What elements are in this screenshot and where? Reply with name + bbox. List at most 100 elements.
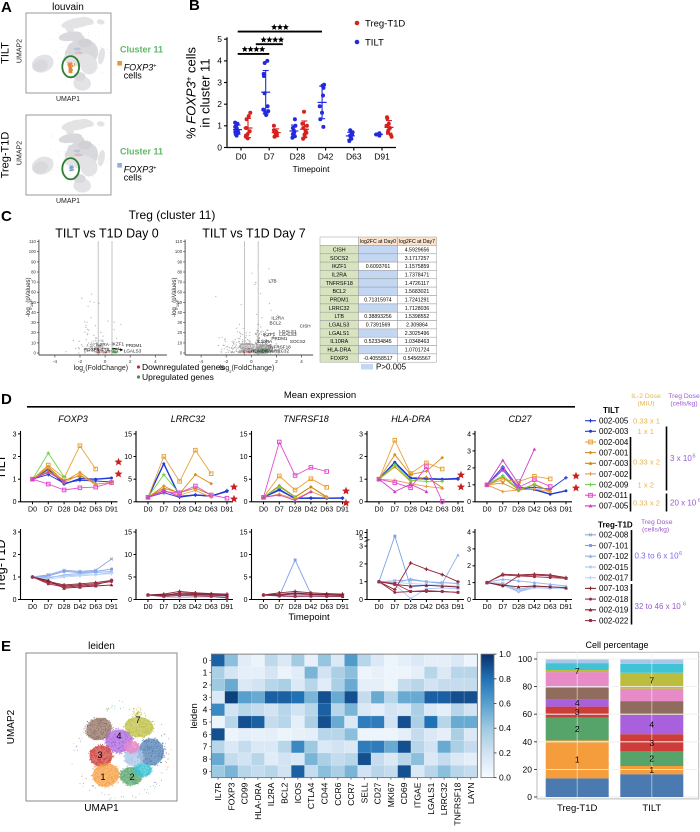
svg-text:ITGAE: ITGAE xyxy=(413,782,423,808)
svg-text:10: 10 xyxy=(177,340,182,345)
svg-text:2: 2 xyxy=(13,454,17,461)
svg-text:CD27: CD27 xyxy=(373,782,383,804)
svg-text:D28: D28 xyxy=(289,506,302,513)
svg-text:HLA-DRA: HLA-DRA xyxy=(251,349,272,354)
svg-text:CISH: CISH xyxy=(300,323,311,328)
svg-text:UMAP2: UMAP2 xyxy=(6,709,17,744)
svg-text:D91: D91 xyxy=(105,506,118,513)
svg-text:Timepoint: Timepoint xyxy=(292,164,330,174)
svg-text:60: 60 xyxy=(31,290,36,295)
svg-text:CTLA4: CTLA4 xyxy=(306,782,316,809)
svg-text:CD99: CD99 xyxy=(240,782,250,804)
svg-text:BCL2: BCL2 xyxy=(280,782,290,804)
svg-text:D28: D28 xyxy=(289,604,302,611)
svg-text:2.309864: 2.309864 xyxy=(406,323,428,329)
svg-text:-2: -2 xyxy=(224,359,229,365)
svg-text:0.0: 0.0 xyxy=(499,773,511,783)
svg-text:D7: D7 xyxy=(390,604,399,611)
svg-text:D7: D7 xyxy=(390,506,399,513)
svg-text:D42: D42 xyxy=(420,506,433,513)
svg-text:UMAP1: UMAP1 xyxy=(56,198,80,205)
svg-text:0.54565567: 0.54565567 xyxy=(403,356,431,362)
svg-text:LGALS1: LGALS1 xyxy=(279,329,297,334)
svg-text:3: 3 xyxy=(467,546,471,553)
svg-text:0.71315974: 0.71315974 xyxy=(364,298,392,304)
svg-text:007-001: 007-001 xyxy=(599,448,629,457)
svg-text:1: 1 xyxy=(575,754,580,764)
svg-text:Treg Dose: Treg Dose xyxy=(668,393,700,400)
svg-text:Timepoint: Timepoint xyxy=(288,612,330,623)
svg-text:4: 4 xyxy=(116,731,121,741)
svg-text:4: 4 xyxy=(203,705,208,715)
svg-text:D0: D0 xyxy=(375,506,384,513)
svg-text:2: 2 xyxy=(13,552,17,559)
svg-text:D0: D0 xyxy=(483,604,492,611)
svg-text:D28: D28 xyxy=(512,506,525,513)
svg-text:3: 3 xyxy=(467,448,471,455)
svg-text:CCR7: CCR7 xyxy=(346,782,356,805)
svg-text:1: 1 xyxy=(100,772,105,782)
svg-text:LRRC32: LRRC32 xyxy=(171,414,206,424)
svg-text:leiden: leiden xyxy=(88,641,115,652)
svg-text:D0: D0 xyxy=(28,506,37,513)
svg-text:Treg-T1D: Treg-T1D xyxy=(365,19,405,30)
svg-text:4: 4 xyxy=(154,359,157,365)
svg-text:15: 15 xyxy=(240,529,248,536)
svg-text:1.0701724: 1.0701724 xyxy=(405,348,430,354)
svg-text:CD44: CD44 xyxy=(319,782,329,804)
svg-text:2: 2 xyxy=(575,724,580,734)
svg-text:Treg (cluster 11): Treg (cluster 11) xyxy=(129,208,216,222)
svg-text:0: 0 xyxy=(13,499,17,506)
svg-text:D91: D91 xyxy=(452,506,465,513)
svg-text:0.6093761: 0.6093761 xyxy=(366,264,391,270)
svg-text:10: 10 xyxy=(240,552,248,559)
svg-text:D42: D42 xyxy=(189,604,202,611)
svg-text:1.7241291: 1.7241291 xyxy=(405,298,430,304)
svg-text:0: 0 xyxy=(359,499,363,506)
svg-text:1 x 2: 1 x 2 xyxy=(638,481,654,490)
svg-text:PRDM1: PRDM1 xyxy=(271,336,288,341)
svg-text:D7: D7 xyxy=(275,506,284,513)
svg-text:1: 1 xyxy=(13,477,17,484)
svg-text:TNFRSF18: TNFRSF18 xyxy=(268,345,292,350)
svg-text:0.4: 0.4 xyxy=(499,723,511,733)
svg-text:IL-2 Dose: IL-2 Dose xyxy=(631,393,661,400)
svg-text:32 to 46 x 10: 32 to 46 x 10 xyxy=(635,602,682,611)
svg-text:0: 0 xyxy=(128,597,132,604)
svg-text:Cell percentage: Cell percentage xyxy=(585,640,648,650)
svg-text:1: 1 xyxy=(359,579,363,586)
svg-text:007-002: 007-002 xyxy=(599,470,629,479)
svg-text:D91: D91 xyxy=(336,604,349,611)
svg-text:2.3025496: 2.3025496 xyxy=(405,331,430,337)
svg-text:TILT: TILT xyxy=(0,42,12,64)
svg-text:0.38893256: 0.38893256 xyxy=(364,314,392,320)
svg-text:002-019: 002-019 xyxy=(599,606,629,615)
svg-text:log2(FoldChange): log2(FoldChange) xyxy=(220,365,274,374)
svg-text:0: 0 xyxy=(467,499,471,506)
svg-text:D7: D7 xyxy=(44,506,53,513)
svg-text:002-005: 002-005 xyxy=(599,417,629,426)
svg-text:-log10(pValues): -log10(pValues) xyxy=(26,277,34,317)
svg-text:1: 1 xyxy=(203,668,208,678)
svg-text:10: 10 xyxy=(124,552,132,559)
svg-text:FOXP3: FOXP3 xyxy=(226,782,236,810)
svg-text:FOXP3+: FOXP3+ xyxy=(124,165,157,175)
svg-text:002-009: 002-009 xyxy=(599,480,629,489)
svg-text:7: 7 xyxy=(203,742,208,752)
svg-text:90: 90 xyxy=(177,259,182,264)
svg-text:CISH: CISH xyxy=(333,247,346,253)
svg-text:D0: D0 xyxy=(236,152,247,162)
svg-text:D: D xyxy=(1,391,12,408)
svg-text:D0: D0 xyxy=(259,604,268,611)
svg-text:D28: D28 xyxy=(58,506,71,513)
svg-text:007-003: 007-003 xyxy=(599,459,629,468)
svg-text:5: 5 xyxy=(217,34,222,44)
svg-text:TILT vs T1D Day 7: TILT vs T1D Day 7 xyxy=(202,227,306,241)
svg-text:0: 0 xyxy=(128,499,132,506)
svg-text:IL7R: IL7R xyxy=(213,783,223,801)
svg-text:IL2RA: IL2RA xyxy=(332,272,347,278)
svg-text:-0.40558517: -0.40558517 xyxy=(363,356,392,362)
svg-text:CCR6: CCR6 xyxy=(333,782,343,805)
svg-text:BCL2: BCL2 xyxy=(332,289,346,295)
svg-text:D63: D63 xyxy=(346,152,362,162)
